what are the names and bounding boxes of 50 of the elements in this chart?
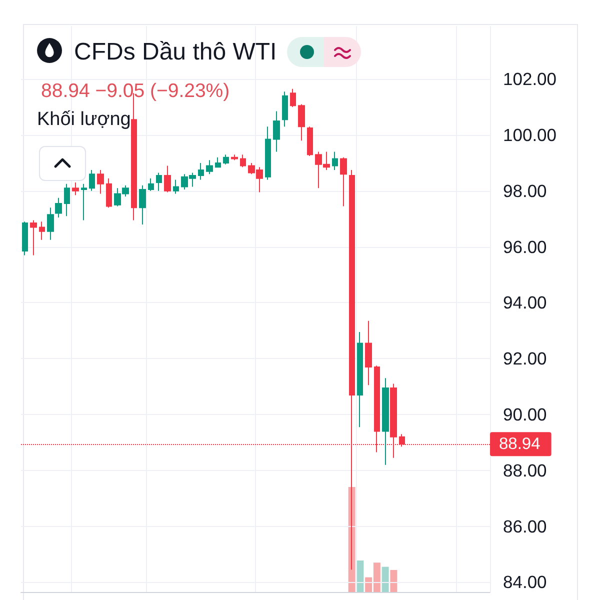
text: 88.94 −9.05 (−9.23%): [41, 80, 230, 102]
candlestick: [282, 91, 288, 128]
bar: [356, 560, 364, 592]
y-tick-label: 90.00: [503, 404, 548, 425]
y-tick-label: 102.00: [503, 69, 557, 90]
candlestick: [382, 378, 389, 466]
y-tick-label: 98.00: [503, 180, 548, 201]
text: CFDs Dầu thô WTI: [74, 38, 277, 66]
candlestick: [97, 169, 104, 194]
candlestick: [357, 332, 363, 428]
candlestick: [39, 221, 45, 240]
bar: [390, 570, 398, 592]
candlestick: [30, 220, 37, 256]
candlestick: [139, 184, 146, 225]
bar: [382, 566, 389, 592]
candlestick: [273, 110, 280, 152]
y-tick-label: 96.00: [503, 236, 548, 257]
candlestick: [64, 183, 70, 217]
candlestick: [47, 207, 54, 240]
candlestick: [164, 165, 171, 193]
candlestick: [148, 178, 154, 192]
candlestick: [156, 172, 162, 192]
annotation: Khối lượng: [37, 109, 131, 130]
candlestick: [340, 156, 347, 207]
candlestick: [240, 154, 246, 168]
candlestick: [231, 154, 238, 161]
candlestick: [223, 154, 229, 165]
candlestick: [307, 126, 313, 156]
candlestick: [81, 183, 87, 221]
candlestick: [265, 126, 271, 180]
candlestick: [215, 156, 221, 168]
ref-line-label: 88.94: [499, 435, 540, 454]
candlestick: [89, 169, 95, 192]
candlestick: [22, 221, 28, 256]
candlestick: [55, 197, 62, 218]
y-tick-label: 88.00: [503, 460, 548, 480]
y-tick-label: 84.00: [503, 572, 548, 592]
candlestick: [365, 320, 372, 386]
candlestick: [298, 104, 305, 142]
y-tick-label: 94.00: [503, 292, 548, 313]
candlestick: [332, 151, 338, 170]
candlestick: [106, 178, 112, 208]
y-tick-label: 100.00: [503, 125, 557, 146]
y-tick-label: 92.00: [503, 348, 548, 369]
candlestick: [173, 179, 179, 194]
y-tick-label: 86.00: [503, 516, 548, 536]
candlestick: [72, 182, 79, 196]
candlestick: [290, 88, 296, 108]
candlestick: [198, 162, 204, 180]
candlestick: [206, 160, 213, 175]
